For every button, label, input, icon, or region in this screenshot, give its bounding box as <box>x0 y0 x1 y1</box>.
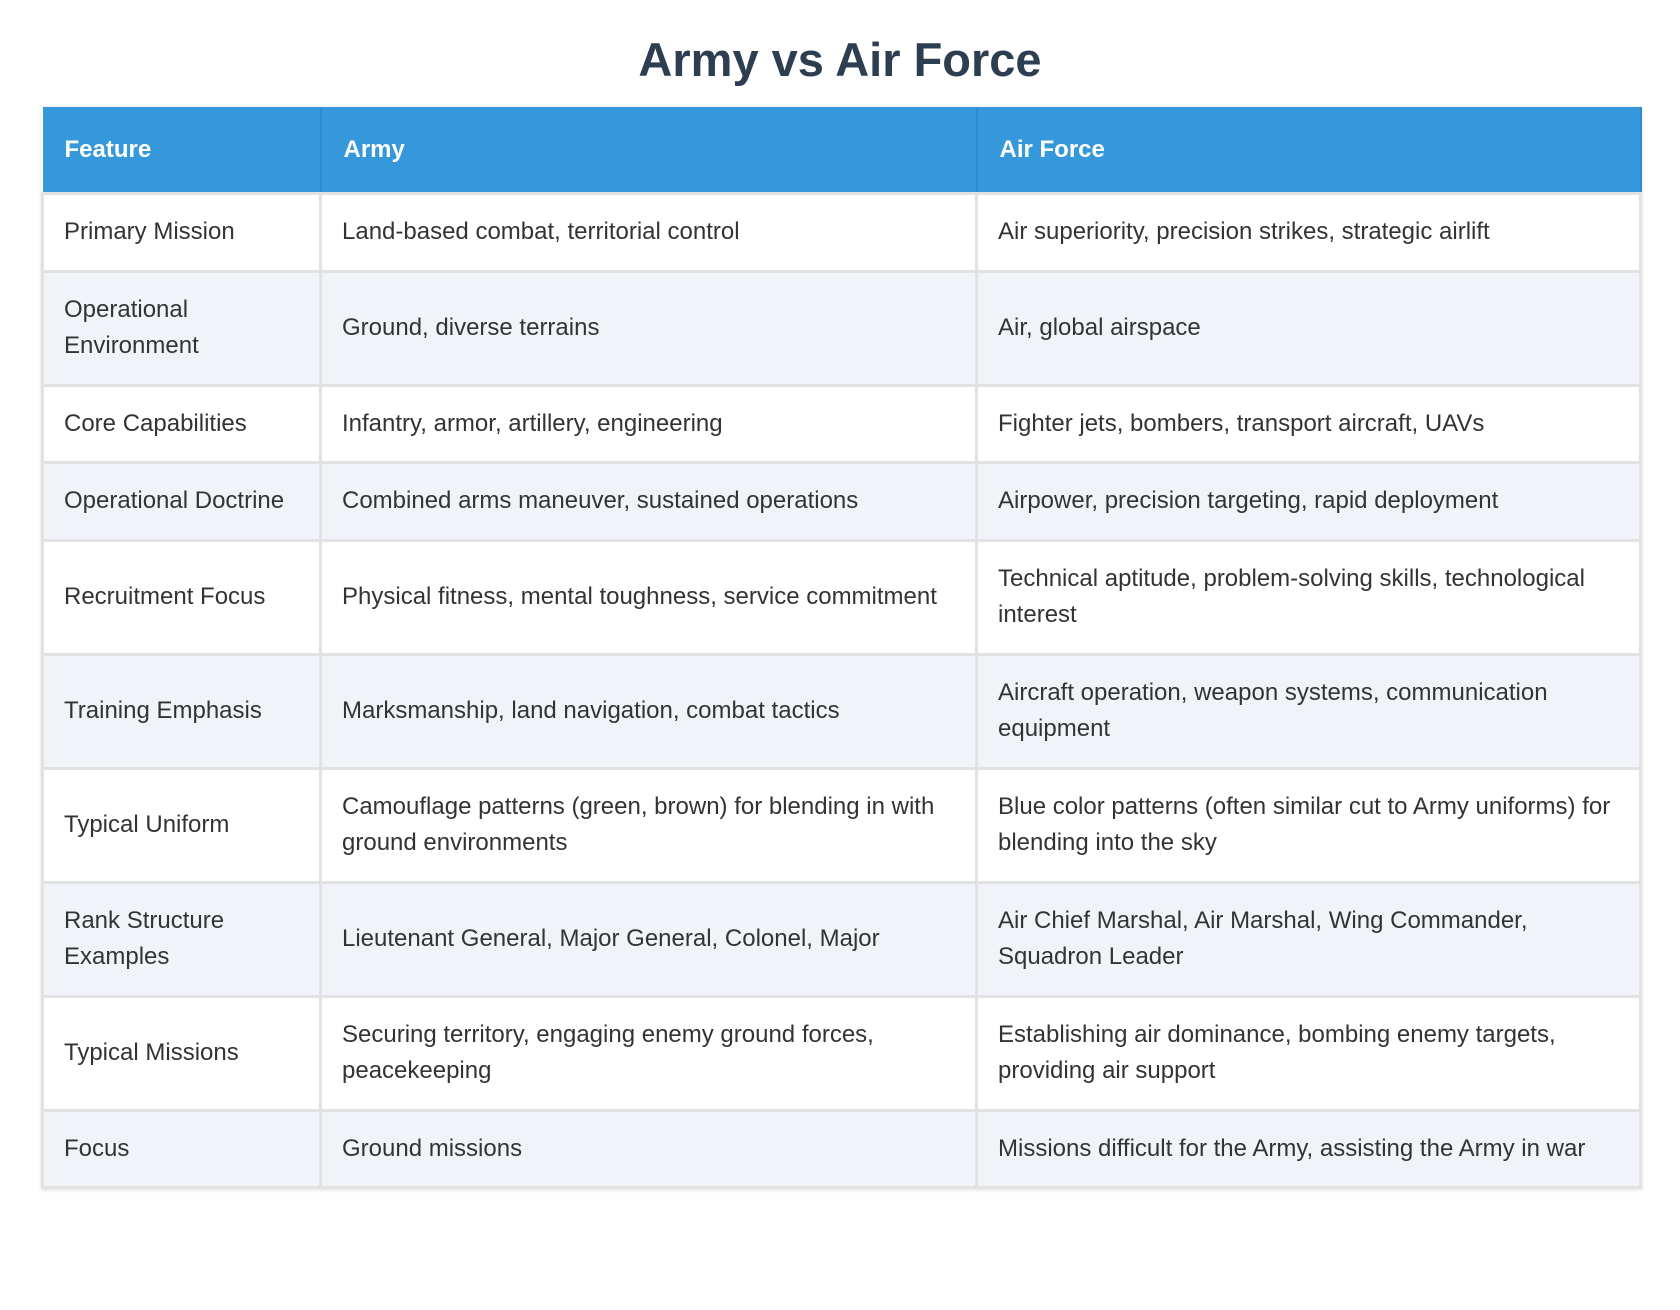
table-row: Typical Uniform Camouflage patterns (gree… <box>41 766 1642 884</box>
table-cell: Focus <box>41 1108 322 1189</box>
page-title: Army vs Air Force <box>638 33 1042 86</box>
table-cell: Land-based combat, territorial control <box>319 192 978 273</box>
column-header: Air Force <box>976 107 1642 194</box>
table-cell: Physical fitness, mental toughness, serv… <box>319 538 978 656</box>
table-cell: Primary Mission <box>41 192 322 273</box>
comparison-table: Feature Army Air Force Primary Mission Land… <box>41 107 1642 1189</box>
table-row: Recruitment Focus Physical fitness, menta… <box>41 538 1642 656</box>
table-cell: Typical Missions <box>41 994 322 1112</box>
table-cell: Combined arms maneuver, sustained operat… <box>319 461 978 542</box>
table-cell: Recruitment Focus <box>41 538 322 656</box>
table-row: Operational Doctrine Combined arms maneuv… <box>41 461 1642 542</box>
table-cell: Camouflage patterns (green, brown) for b… <box>319 766 978 884</box>
table-row: Primary Mission Land-based combat, territ… <box>41 192 1642 273</box>
table-cell: Air Chief Marshal, Air Marshal, Wing Com… <box>975 880 1642 998</box>
table-cell: Infantry, armor, artillery, engineering <box>319 383 978 464</box>
table-cell: Operational Doctrine <box>41 461 322 542</box>
header-row: Feature Army Air Force <box>42 107 1642 194</box>
table-cell: Blue color patterns (often similar cut t… <box>975 766 1642 884</box>
table-cell: Fighter jets, bombers, transport aircraf… <box>975 383 1642 464</box>
column-header: Feature <box>42 107 322 194</box>
table-row: Training Emphasis Marksmanship, land navi… <box>41 652 1642 770</box>
table-cell: Air, global airspace <box>975 269 1642 387</box>
table-cell: Operational Environment <box>41 269 322 387</box>
table-cell: Ground, diverse terrains <box>319 269 978 387</box>
table-cell: Rank Structure Examples <box>41 880 322 998</box>
table-header: Feature Army Air Force <box>42 107 1642 194</box>
table-cell: Ground missions <box>319 1108 978 1189</box>
table-body: Primary Mission Land-based combat, territ… <box>41 192 1642 1189</box>
table-cell: Lieutenant General, Major General, Colon… <box>319 880 978 998</box>
table-cell: Technical aptitude, problem-solving skil… <box>975 538 1642 656</box>
column-header: Army <box>320 107 978 194</box>
table-cell: Establishing air dominance, bombing enem… <box>975 994 1642 1112</box>
table-cell: Securing territory, engaging enemy groun… <box>319 994 978 1112</box>
table-row: Core Capabilities Infantry, armor, artill… <box>41 383 1642 464</box>
table-cell: Air superiority, precision strikes, stra… <box>975 192 1642 273</box>
table-cell: Typical Uniform <box>41 766 322 884</box>
table-row: Rank Structure Examples Lieutenant Genera… <box>41 880 1642 998</box>
table-cell: Aircraft operation, weapon systems, comm… <box>975 652 1642 770</box>
table-cell: Airpower, precision targeting, rapid dep… <box>975 461 1642 542</box>
table-row: Typical Missions Securing territory, enga… <box>41 994 1642 1112</box>
table-row: Focus Ground missions Missions difficult f… <box>41 1108 1642 1189</box>
table-row: Operational Environment Ground, diverse t… <box>41 269 1642 387</box>
table-cell: Training Emphasis <box>41 652 322 770</box>
table-cell: Core Capabilities <box>41 383 322 464</box>
table-cell: Marksmanship, land navigation, combat ta… <box>319 652 978 770</box>
table-cell: Missions difficult for the Army, assisti… <box>975 1108 1642 1189</box>
